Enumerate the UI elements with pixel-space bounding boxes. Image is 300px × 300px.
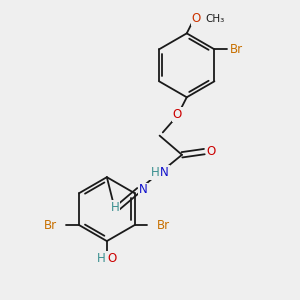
- Text: H: H: [97, 252, 106, 265]
- Text: N: N: [160, 166, 169, 179]
- Text: H: H: [150, 166, 159, 179]
- Text: N: N: [139, 183, 147, 196]
- Text: O: O: [192, 13, 201, 26]
- Text: O: O: [172, 108, 182, 121]
- Text: H: H: [110, 201, 119, 214]
- Text: O: O: [107, 252, 116, 265]
- Text: Br: Br: [44, 219, 57, 232]
- Text: Br: Br: [230, 43, 243, 56]
- Text: O: O: [207, 145, 216, 158]
- Text: Br: Br: [157, 219, 170, 232]
- Text: CH₃: CH₃: [205, 14, 224, 24]
